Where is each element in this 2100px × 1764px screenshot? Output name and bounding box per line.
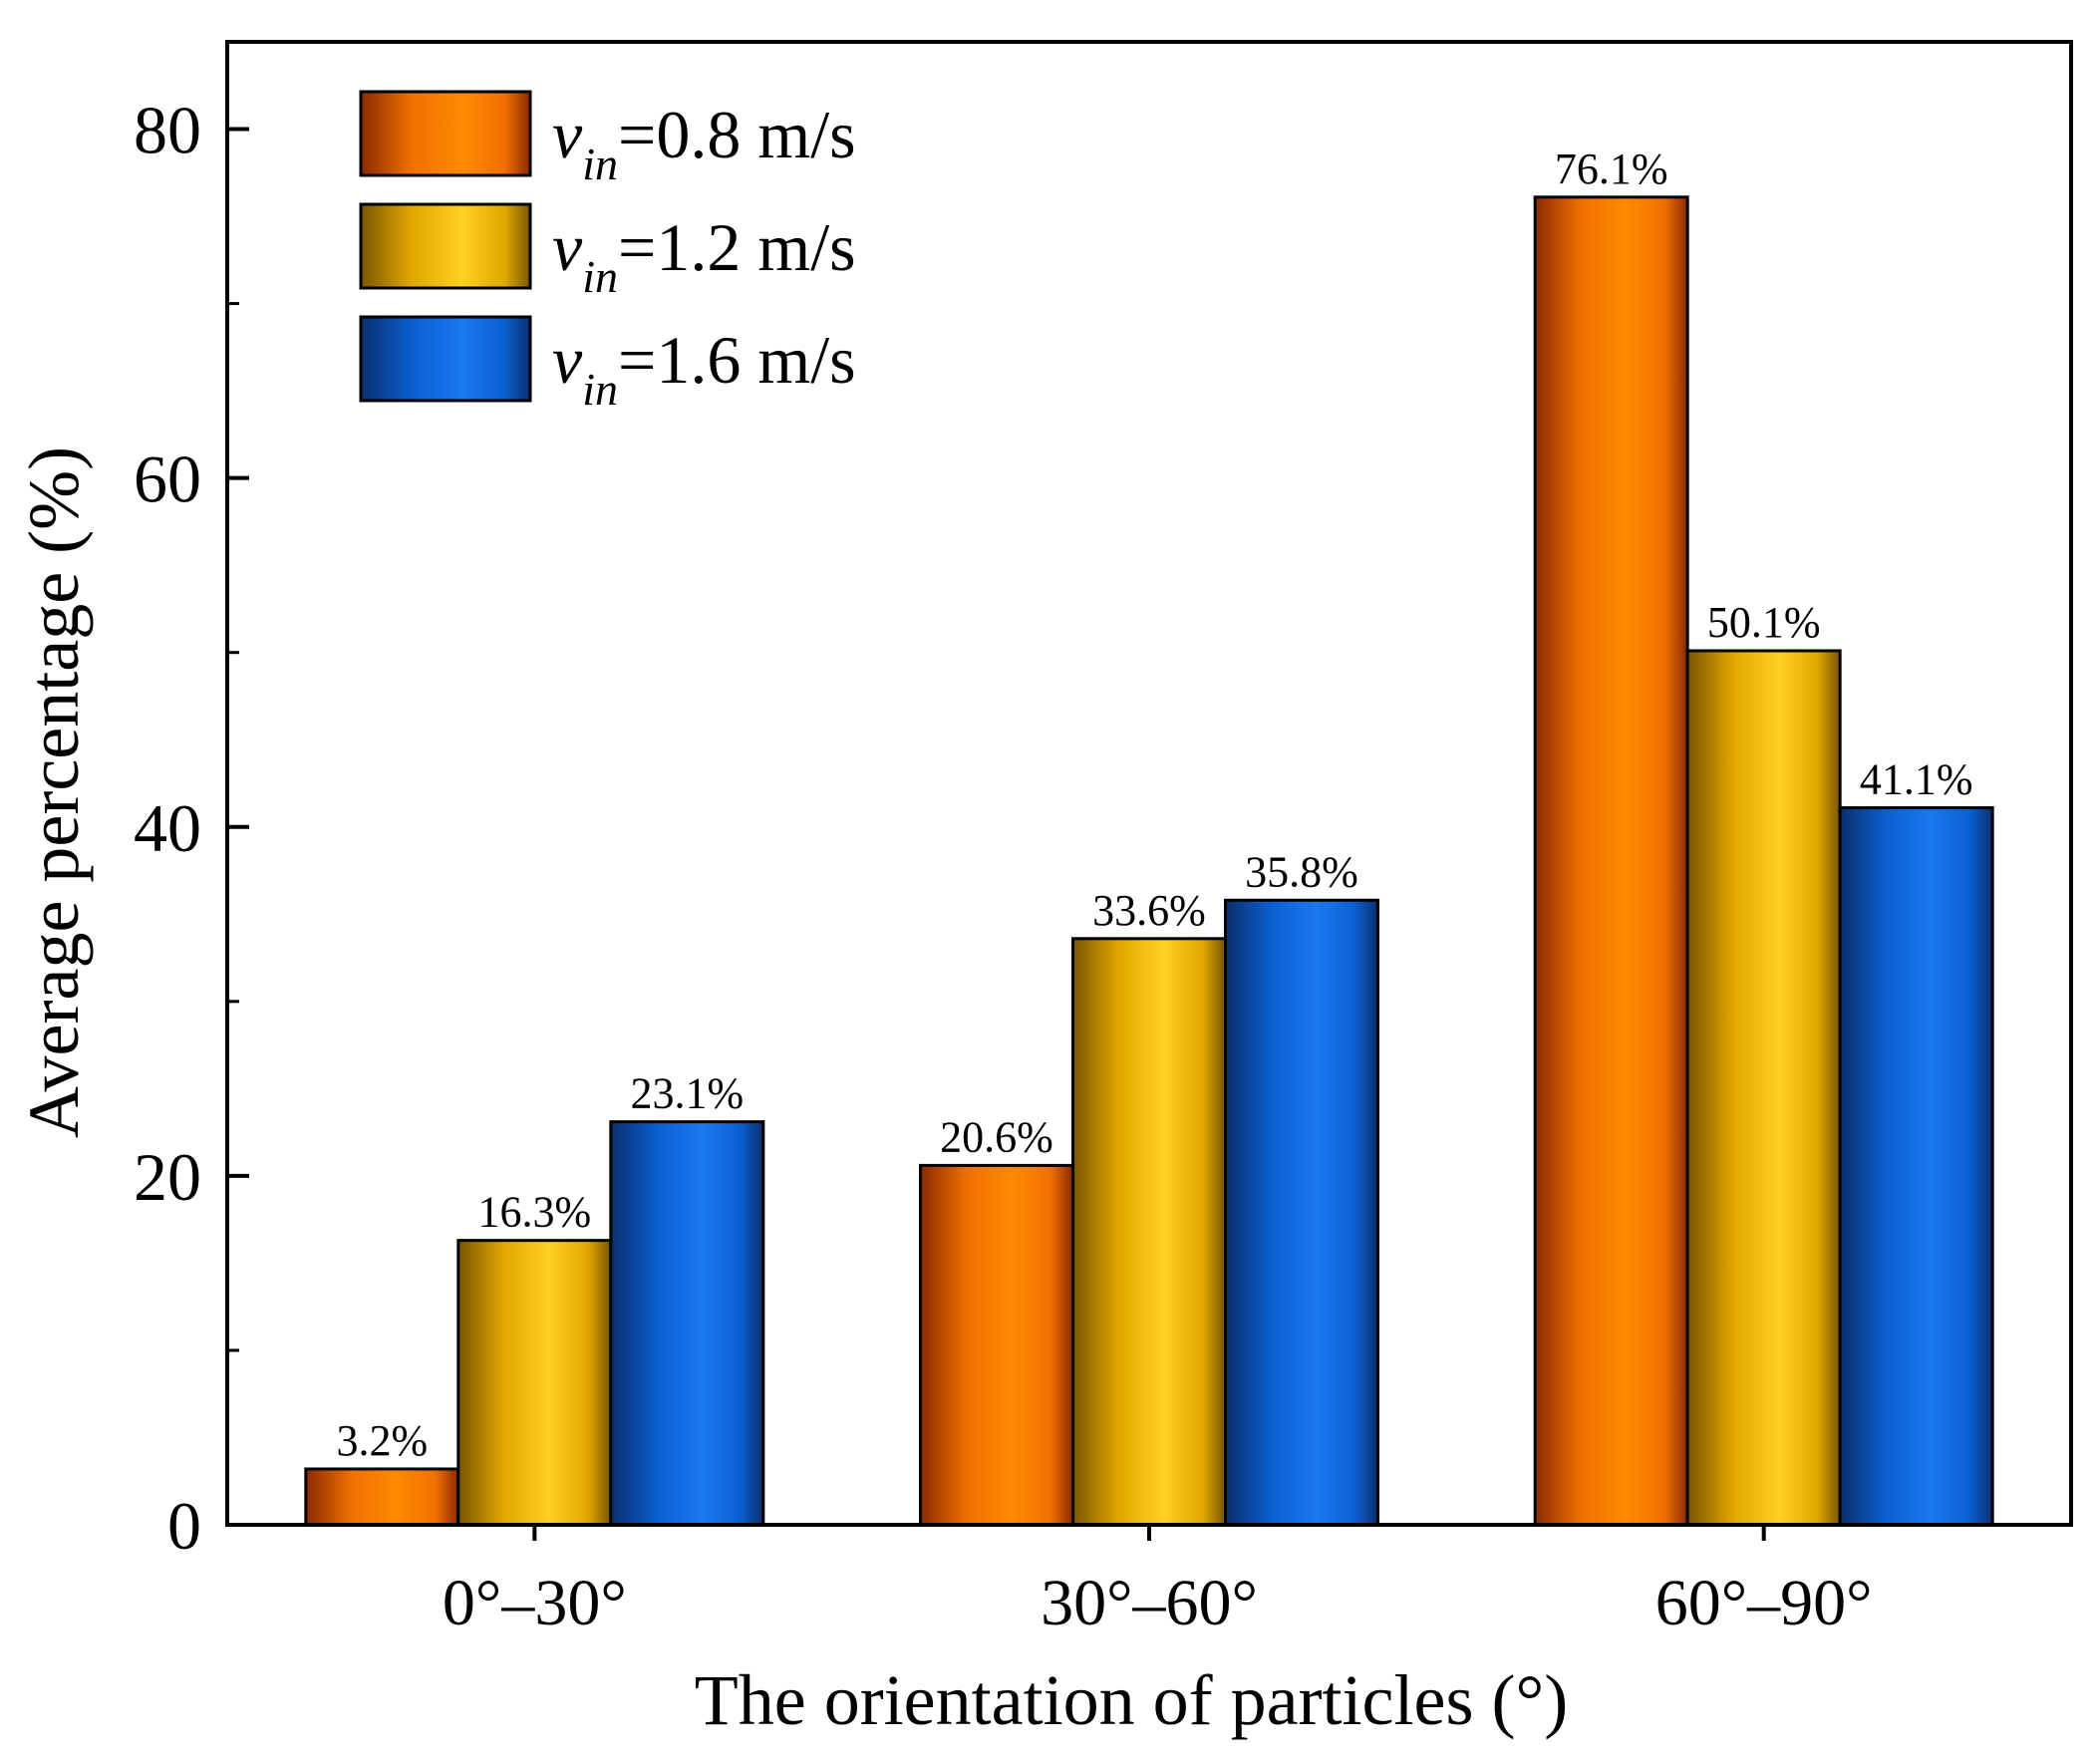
data-label: 33.6% — [1092, 886, 1206, 935]
legend-label: vin=1.2 m/s — [552, 209, 856, 302]
x-tick-label: 60°–90° — [1655, 1567, 1873, 1639]
data-label: 41.1% — [1860, 755, 1973, 804]
data-labels-layer: 3.2% 16.3% 23.1% 20.6% 33.6% 35.8% 76.1% 50.1% 4… — [337, 145, 1973, 1465]
y-tick-label: 0 — [167, 1488, 201, 1564]
data-label: 76.1% — [1555, 145, 1668, 193]
bar-1-3 — [1533, 195, 1689, 1527]
bar-3-3 — [1838, 806, 1994, 1527]
legend-swatch — [359, 202, 532, 290]
bar-2-2 — [1071, 937, 1227, 1527]
x-axis-title: The orientation of particles (°) — [695, 1660, 1568, 1740]
legend-swatch — [359, 90, 532, 177]
y-axis-title: Average percentage (%) — [14, 446, 94, 1138]
legend-label: vin=0.8 m/s — [552, 97, 856, 189]
y-tick-label: 60 — [134, 441, 201, 517]
bars-layer — [304, 195, 1994, 1527]
data-label: 50.1% — [1707, 598, 1821, 647]
bar-3-2 — [1224, 898, 1379, 1527]
data-label: 35.8% — [1245, 847, 1358, 896]
bar-3-1 — [609, 1120, 765, 1527]
legend-label: vin=1.6 m/s — [552, 322, 856, 415]
data-label: 16.3% — [478, 1188, 592, 1237]
legend-swatch — [359, 315, 532, 403]
axes-layer: 0°–30° 30°–60° 60°–90° 0 20 40 60 80 — [134, 40, 2073, 1639]
y-tick-label: 40 — [134, 790, 201, 866]
bar-1-2 — [919, 1163, 1074, 1527]
bar-2-3 — [1685, 649, 1842, 1527]
plot-frame — [225, 40, 2073, 1527]
legend: vin=0.8 m/s vin=1.2 m/s vin=1.6 m/s — [359, 90, 856, 415]
bar-1-1 — [304, 1467, 460, 1527]
y-tick-label: 80 — [134, 93, 201, 168]
data-label: 20.6% — [940, 1112, 1053, 1161]
bar-2-1 — [456, 1239, 613, 1527]
x-tick-label: 30°–60° — [1041, 1567, 1258, 1639]
data-label: 23.1% — [631, 1069, 745, 1118]
data-label: 3.2% — [337, 1416, 429, 1465]
x-tick-label: 0°–30° — [443, 1567, 627, 1639]
y-tick-label: 20 — [134, 1139, 201, 1215]
